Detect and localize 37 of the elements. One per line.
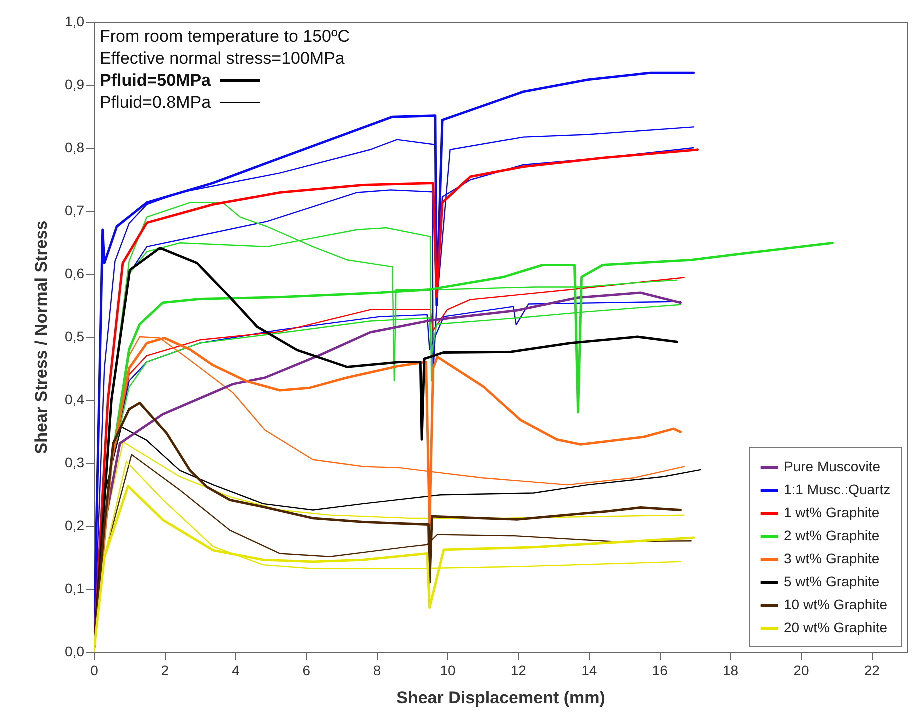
annotation: Effective normal stress=100MPa — [100, 48, 345, 70]
y-tick-label: 0,6 — [65, 266, 85, 282]
x-tick-label: 6 — [302, 662, 311, 678]
legend-label: 3 wt% Graphite — [784, 550, 880, 566]
annotation: Pfluid=50MPa — [100, 70, 212, 92]
x-tick-label: 10 — [440, 662, 456, 678]
y-tick-label: 1,0 — [65, 14, 85, 30]
legend-label: 2 wt% Graphite — [784, 528, 880, 544]
y-tick-label: 0,5 — [65, 328, 85, 344]
y-axis-title: Shear Stress / Normal Stress — [32, 220, 52, 454]
y-tick-label: 0,0 — [65, 644, 85, 660]
x-tick-label: 18 — [722, 662, 739, 678]
y-tick-label: 0,1 — [65, 580, 85, 596]
x-tick-label: 20 — [794, 662, 810, 678]
y-tick-label: 0,8 — [65, 140, 85, 156]
legend-label: 1 wt% Graphite — [784, 504, 880, 520]
annotation: Pfluid=0.8MPa — [100, 92, 212, 114]
legend-label: 5 wt% Graphite — [784, 574, 880, 590]
x-tick-label: 2 — [161, 662, 170, 678]
legend-label: Pure Muscovite — [784, 458, 881, 474]
y-tick-label: 0,3 — [65, 454, 85, 470]
legend-label: 1:1 Musc.:Quartz — [784, 482, 891, 498]
y-tick-label: 0,9 — [65, 76, 85, 92]
y-tick-label: 0,7 — [65, 202, 85, 218]
legend-label: 20 wt% Graphite — [784, 620, 888, 636]
x-tick-label: 22 — [864, 662, 880, 678]
y-tick-label: 0,4 — [65, 392, 85, 408]
y-tick-label: 0,2 — [65, 518, 85, 534]
x-tick-label: 4 — [232, 662, 240, 678]
x-tick-label: 12 — [510, 662, 527, 678]
x-tick-label: 8 — [373, 662, 382, 678]
x-tick-label: 16 — [652, 662, 668, 678]
legend-label: 10 wt% Graphite — [784, 596, 888, 612]
x-tick-label: 14 — [582, 662, 598, 678]
annotation: From room temperature to 150ºC — [100, 26, 350, 48]
x-tick-label: 0 — [90, 662, 99, 678]
x-axis-title: Shear Displacement (mm) — [396, 688, 606, 708]
